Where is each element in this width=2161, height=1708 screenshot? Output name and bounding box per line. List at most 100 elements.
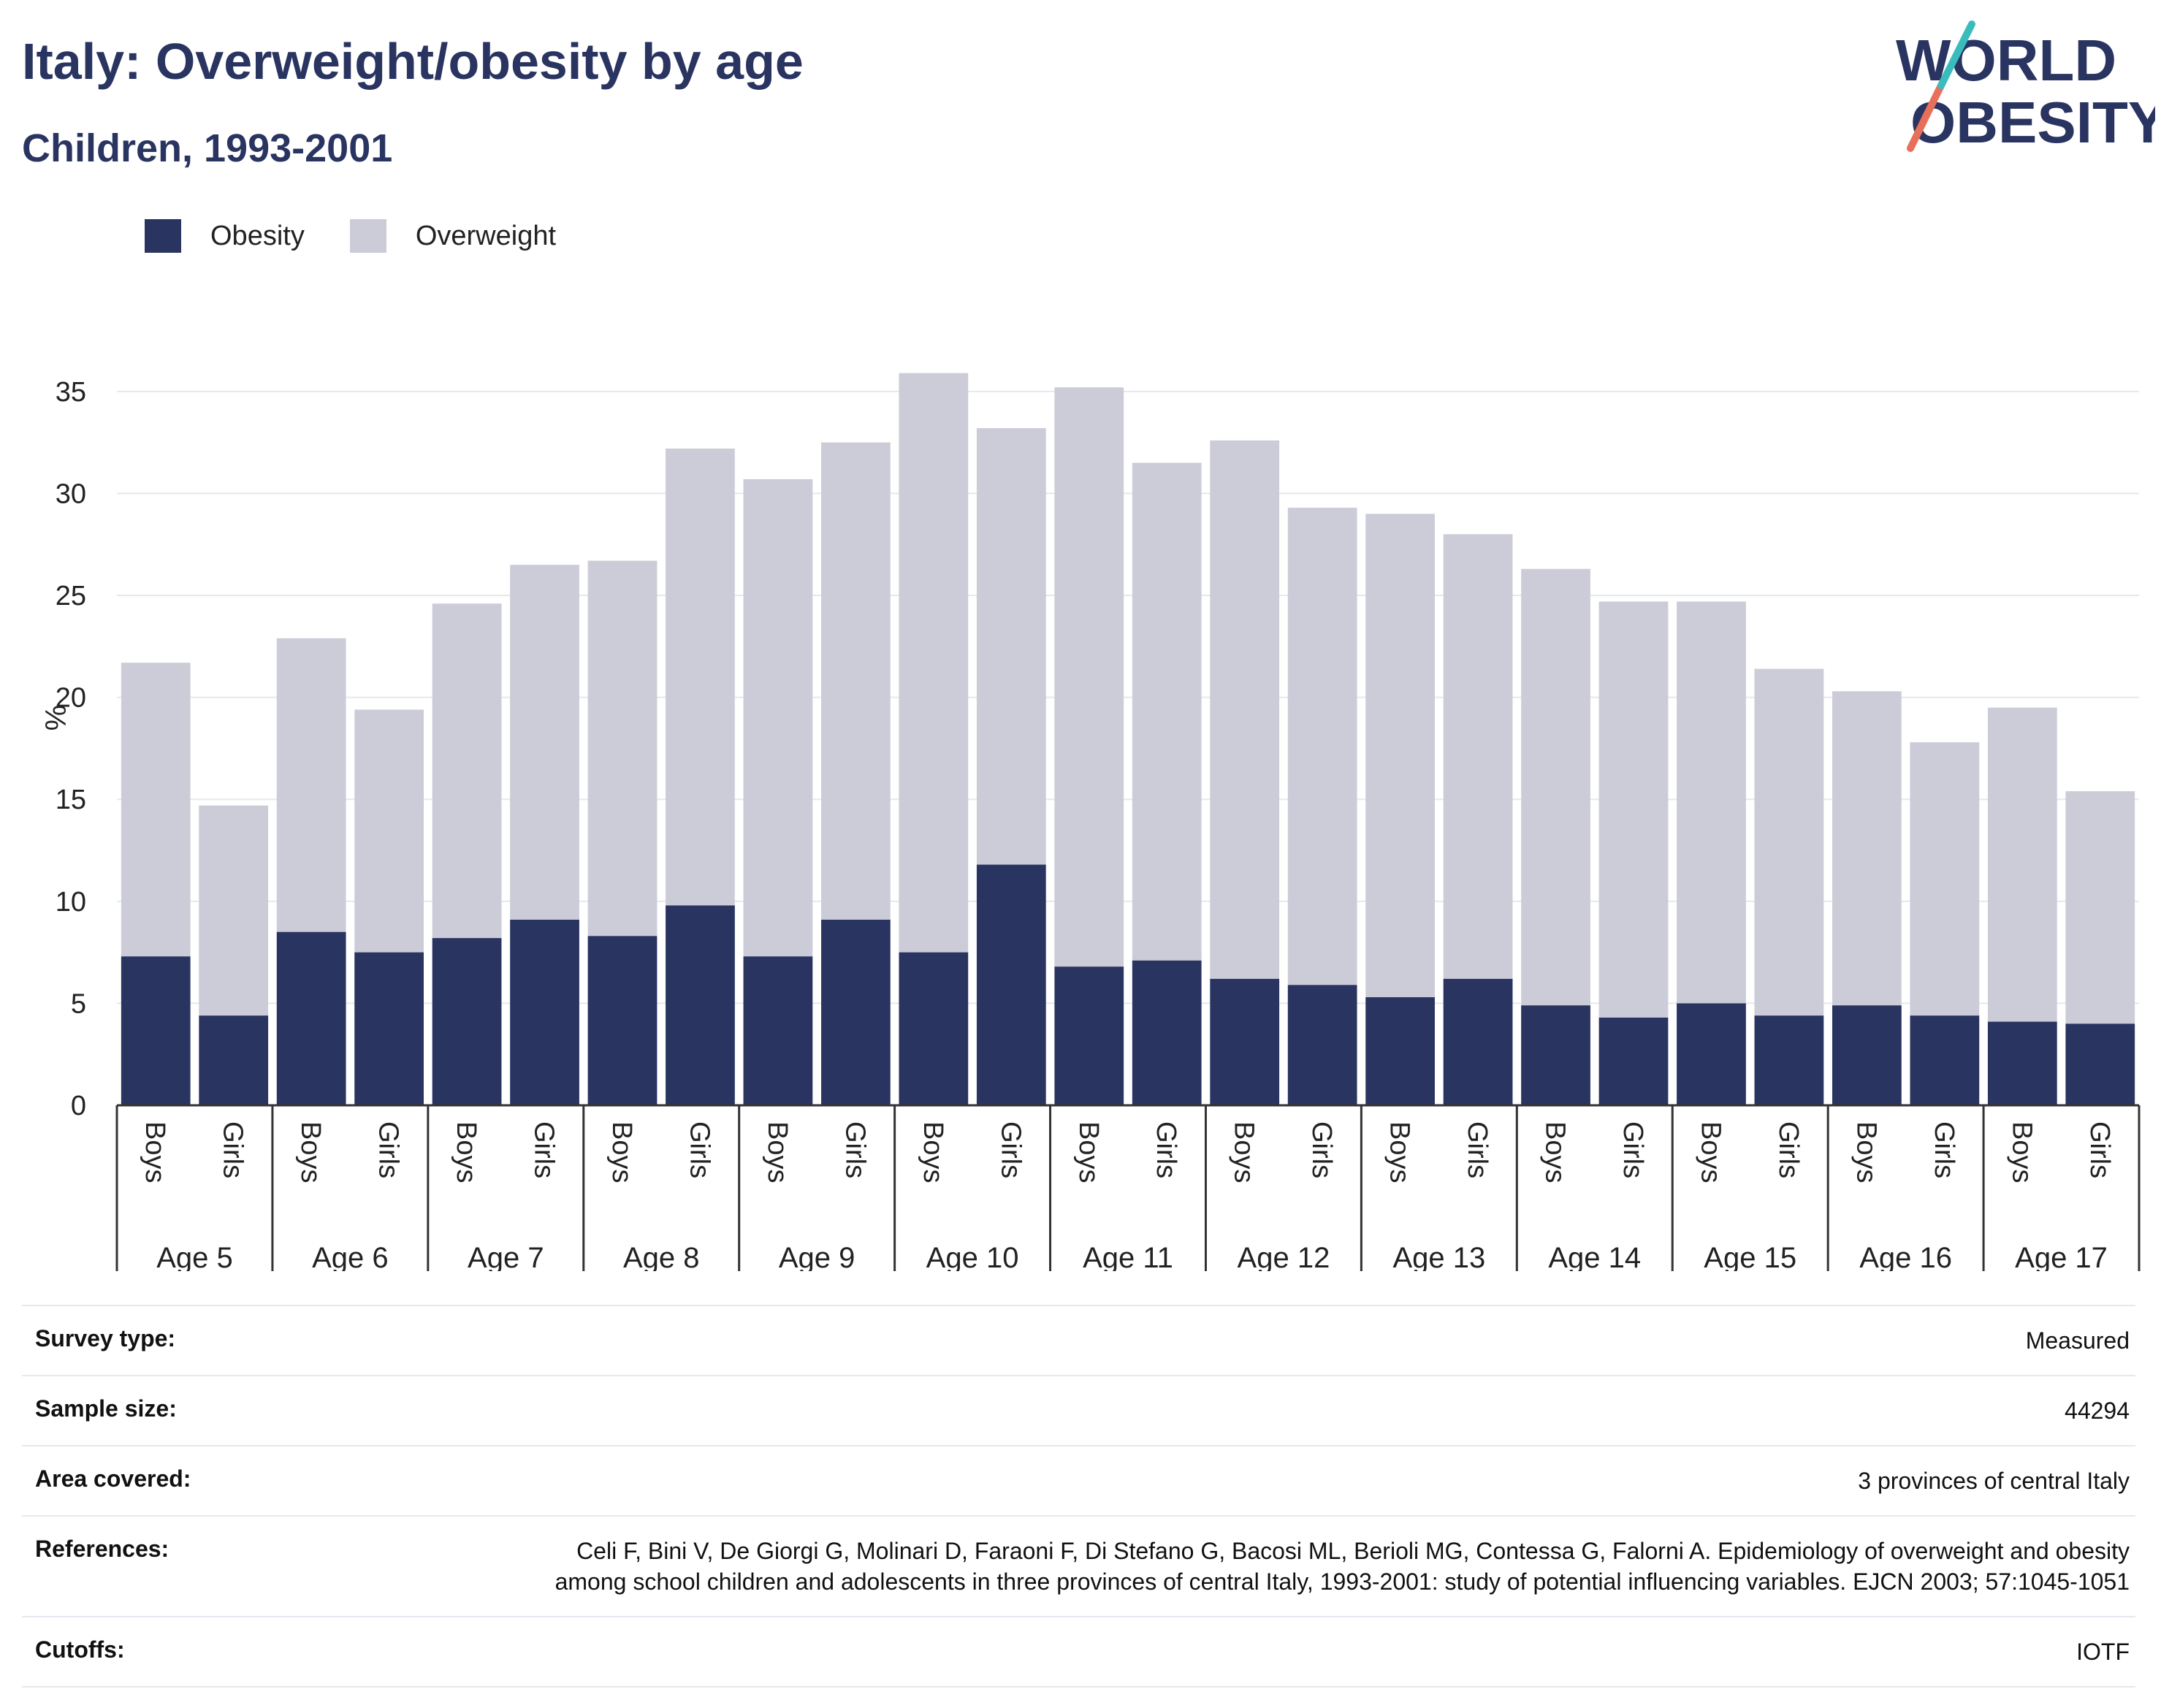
obesity-bar [1054, 967, 1124, 1105]
overweight-bar [2065, 791, 2135, 1024]
obesity-bar [1287, 985, 1357, 1105]
overweight-bar [276, 638, 346, 932]
meta-value-area-covered: 3 provinces of central Italy [1858, 1468, 2130, 1494]
obesity-bar [743, 956, 813, 1105]
x-subcategory-label: Girls [373, 1121, 404, 1178]
obesity-bar [432, 938, 502, 1105]
meta-row-references: References: Celi F, Bini V, De Giorgi G,… [22, 1515, 2135, 1616]
obesity-bar [976, 864, 1046, 1105]
x-subcategory-label: Boys [918, 1121, 948, 1183]
y-tick-label: 35 [56, 377, 86, 408]
x-subcategory-label: Boys [1695, 1121, 1726, 1183]
overweight-bar [1132, 462, 1202, 961]
y-tick-label: 0 [71, 1091, 86, 1121]
meta-label-sample-size: Sample size: [35, 1395, 177, 1422]
obesity-bar [1443, 978, 1513, 1105]
legend-item-overweight: Overweight [349, 219, 557, 253]
y-tick-label: 30 [56, 479, 86, 509]
x-subcategory-label: Girls [529, 1121, 560, 1178]
overweight-bar [1910, 742, 1980, 1016]
obesity-bar [2065, 1023, 2135, 1105]
overweight-bar [1677, 601, 1746, 1004]
world-obesity-logo: WORLD OBESITY [1896, 20, 2155, 155]
x-subcategory-label: Girls [1773, 1121, 1804, 1178]
y-tick-label: 20 [56, 683, 86, 714]
obesity-bar [1132, 960, 1202, 1105]
obesity-bar [199, 1015, 269, 1105]
svg-text:OBESITY: OBESITY [1910, 90, 2155, 155]
obesity-bar [276, 931, 346, 1105]
overweight-bar [976, 428, 1046, 865]
obesity-bar [1677, 1003, 1746, 1105]
x-group-label: Age 11 [1083, 1242, 1173, 1271]
legend-item-obesity: Obesity [145, 219, 305, 253]
obesity-bar [821, 919, 891, 1105]
obesity-bar [1521, 1005, 1590, 1105]
y-tick-label: 5 [71, 988, 86, 1019]
survey-metadata-table: Survey type: Measured Sample size: 44294… [22, 1305, 2135, 1688]
x-subcategory-label: Boys [1073, 1121, 1104, 1183]
x-group-label: Age 16 [1859, 1242, 1952, 1271]
overweight-bar [121, 663, 191, 957]
x-subcategory-label: Boys [140, 1121, 170, 1183]
overweight-bar [1287, 507, 1357, 985]
meta-value-survey-type: Measured [2025, 1327, 2130, 1354]
chart-subtitle: Children, 1993-2001 [22, 126, 393, 170]
legend-label-overweight: Overweight [415, 220, 557, 251]
x-group-label: Age 6 [312, 1242, 389, 1271]
x-subcategory-label: Boys [2006, 1121, 2037, 1183]
chart-legend: Obesity Overweight [145, 216, 601, 256]
x-subcategory-label: Girls [1151, 1121, 1181, 1178]
x-subcategory-label: Girls [684, 1121, 714, 1178]
x-subcategory-label: Boys [1384, 1121, 1415, 1183]
y-axis-label: % [39, 705, 71, 731]
overweight-bar [1754, 668, 1824, 1016]
obesity-bar [510, 919, 579, 1105]
overweight-bar [1365, 514, 1435, 998]
obesity-bar [354, 952, 424, 1105]
x-subcategory-label: Boys [1540, 1121, 1571, 1183]
svg-text:WORLD: WORLD [1896, 28, 2116, 93]
y-tick-label: 15 [56, 785, 86, 815]
overweight-bar [1521, 568, 1590, 1006]
x-group-label: Age 17 [2015, 1242, 2108, 1271]
stacked-bar-chart: 0 5 10 15 20 25 30 35% Boys Girls Boys Girls Boys Gir… [39, 373, 2141, 1271]
x-subcategory-label: Girls [1462, 1121, 1493, 1178]
obesity-bar [1210, 978, 1280, 1105]
overweight-bar [354, 709, 424, 953]
x-group-label: Age 14 [1548, 1242, 1641, 1271]
x-subcategory-label: Boys [295, 1121, 326, 1183]
obesity-bar [1832, 1005, 1902, 1105]
meta-row-sample-size: Sample size: 44294 [22, 1375, 2135, 1445]
x-group-label: Age 12 [1238, 1242, 1330, 1271]
meta-row-survey-type: Survey type: Measured [22, 1305, 2135, 1375]
meta-value-cutoffs: IOTF [2076, 1639, 2130, 1665]
x-group-label: Age 13 [1392, 1242, 1485, 1271]
meta-value-references: Celi F, Bini V, De Giorgi G, Molinari D,… [554, 1538, 2130, 1595]
obesity-bar [666, 905, 735, 1105]
y-tick-label: 10 [56, 887, 86, 918]
x-subcategory-label: Boys [1851, 1121, 1881, 1183]
obesity-bar [587, 936, 658, 1105]
x-group-label: Age 10 [926, 1242, 1019, 1271]
x-group-label: Age 15 [1704, 1242, 1796, 1271]
obesity-bar [1365, 997, 1435, 1105]
meta-label-cutoffs: Cutoffs: [35, 1636, 125, 1663]
overweight-bar [1987, 707, 2057, 1022]
meta-label-references: References: [35, 1536, 169, 1562]
y-tick-label: 25 [56, 581, 86, 611]
meta-label-area-covered: Area covered: [35, 1465, 191, 1492]
x-group-label: Age 8 [623, 1242, 700, 1271]
meta-label-survey-type: Survey type: [35, 1325, 176, 1351]
overweight-bar [510, 565, 579, 920]
obesity-bar [121, 956, 191, 1105]
meta-value-sample-size: 44294 [2065, 1398, 2130, 1424]
obesity-bar [899, 952, 969, 1105]
overweight-bar [1054, 387, 1124, 967]
overweight-bar [432, 603, 502, 939]
overweight-bar [743, 479, 813, 957]
x-subcategory-label: Boys [606, 1121, 637, 1183]
meta-row-area-covered: Area covered: 3 provinces of central Ita… [22, 1445, 2135, 1515]
obesity-bar [1987, 1021, 2057, 1105]
x-subcategory-label: Boys [451, 1121, 481, 1183]
